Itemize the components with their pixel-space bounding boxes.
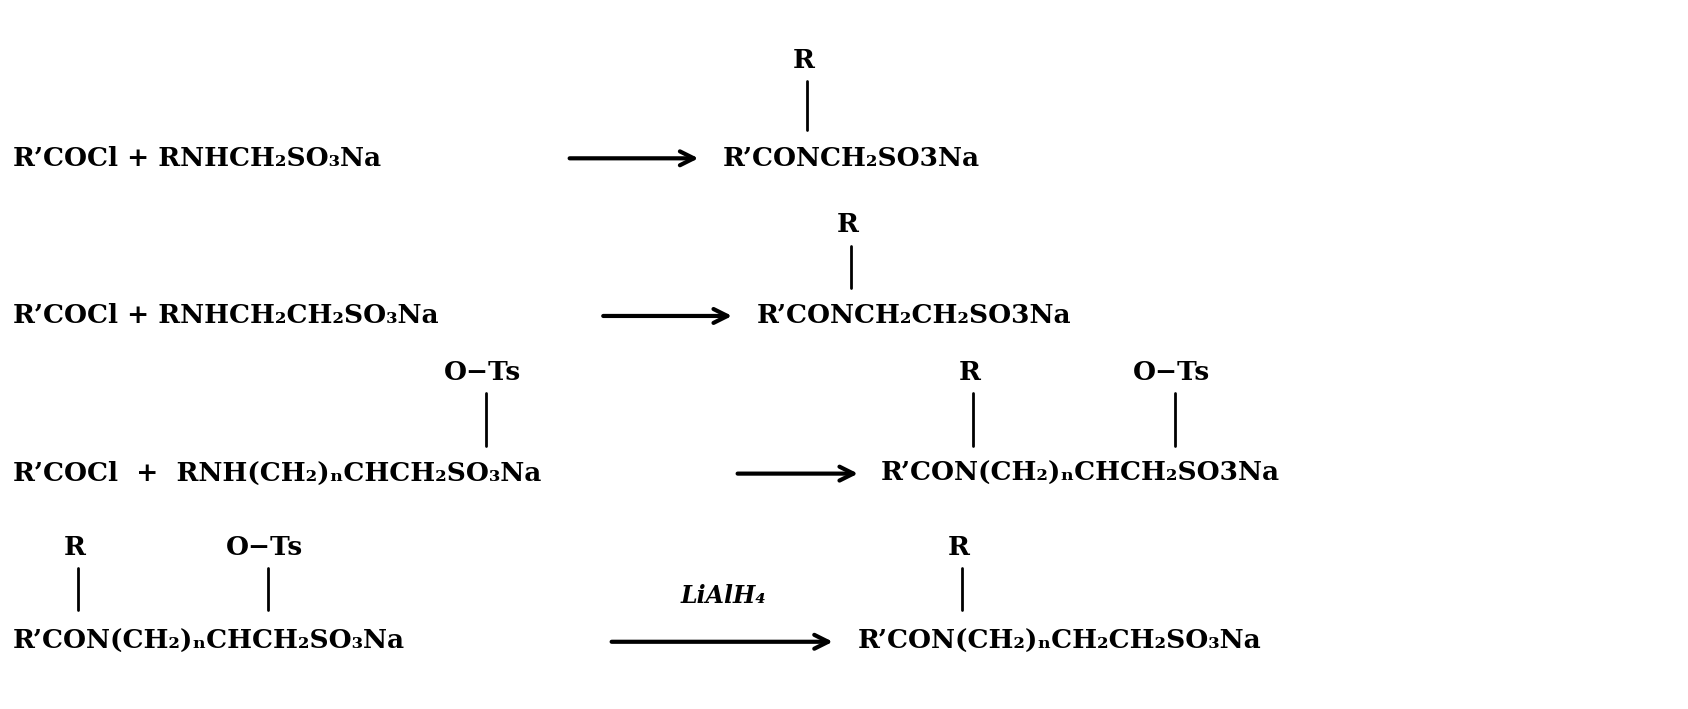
Text: O−Ts: O−Ts [1133,359,1210,384]
Text: R’CONCH₂CH₂SO3Na: R’CONCH₂CH₂SO3Na [756,303,1072,328]
Text: R’CON(CH₂)ₙCH₂CH₂SO₃Na: R’CON(CH₂)ₙCH₂CH₂SO₃Na [858,630,1261,654]
Text: R: R [793,48,815,73]
Text: R’CON(CH₂)ₙCHCH₂SO₃Na: R’CON(CH₂)ₙCHCH₂SO₃Na [12,630,405,654]
Text: R: R [64,535,86,559]
Text: R’COCl + RNHCH₂SO₃Na: R’COCl + RNHCH₂SO₃Na [12,146,381,171]
Text: R’COCl  +  RNH(CH₂)ₙCHCH₂SO₃Na: R’COCl + RNH(CH₂)ₙCHCH₂SO₃Na [12,461,540,486]
Text: R: R [959,359,981,384]
Text: R’CON(CH₂)ₙCHCH₂SO3Na: R’CON(CH₂)ₙCHCH₂SO3Na [881,461,1280,486]
Text: R’COCl + RNHCH₂CH₂SO₃Na: R’COCl + RNHCH₂CH₂SO₃Na [12,303,439,328]
Text: O−Ts: O−Ts [226,535,304,559]
Text: R: R [837,213,858,238]
Text: R’CONCH₂SO3Na: R’CONCH₂SO3Na [722,146,981,171]
Text: O−Ts: O−Ts [444,359,522,384]
Text: R: R [947,535,969,559]
Text: LiAlH₄: LiAlH₄ [680,584,766,608]
